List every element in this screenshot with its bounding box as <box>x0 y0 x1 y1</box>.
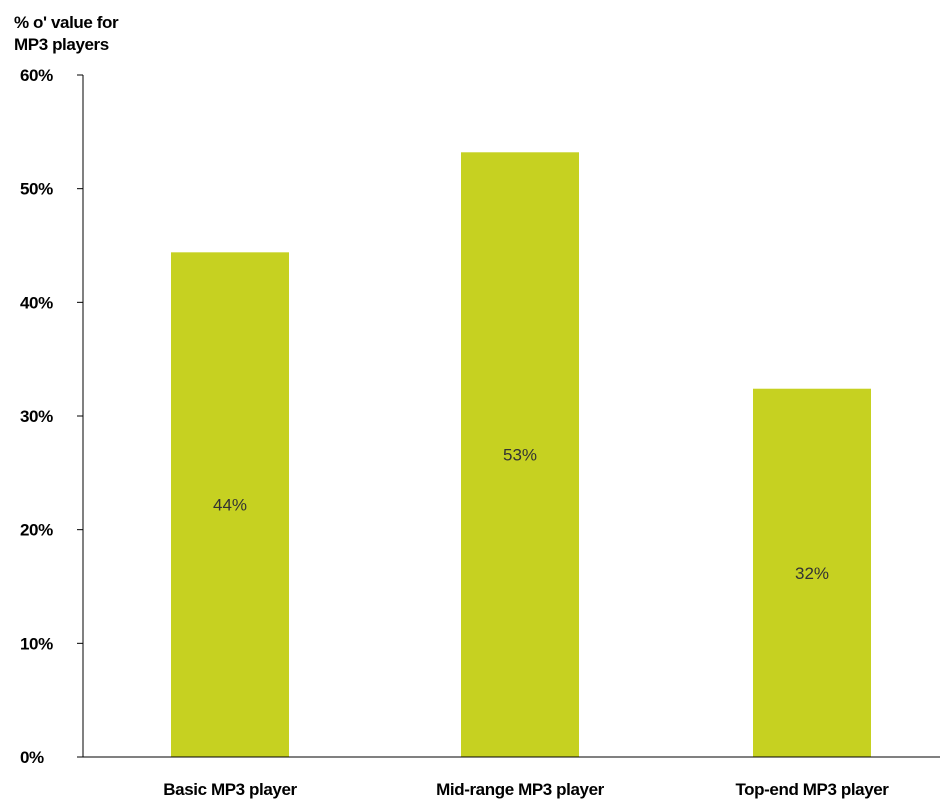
y-tick-label: 10% <box>20 634 53 653</box>
bar <box>753 388 871 757</box>
y-tick-label: 0% <box>20 748 44 767</box>
bar <box>171 252 289 757</box>
bar <box>461 152 579 757</box>
bar-value-label: 53% <box>503 446 537 465</box>
y-axis: 0% 10% 20% 30% 40% 50% 60% <box>20 66 83 767</box>
category-label: Mid-range MP3 player <box>436 780 604 799</box>
category-label: Basic MP3 player <box>163 780 297 799</box>
x-axis: Basic MP3 player Mid-range MP3 player Top-… <box>163 780 889 799</box>
y-tick-label: 40% <box>20 293 53 312</box>
y-axis-title-line-1: % o' value for <box>14 13 119 32</box>
bar-value-label: 32% <box>795 564 829 583</box>
category-label: Top-end MP3 player <box>735 780 889 799</box>
y-tick-label: 20% <box>20 521 53 540</box>
data-labels: 44% 53% 32% <box>213 446 829 583</box>
y-axis-title-line-2: MP3 players <box>14 35 109 54</box>
y-tick-label: 30% <box>20 407 53 426</box>
bar-value-label: 44% <box>213 496 247 515</box>
y-tick-label: 50% <box>20 180 53 199</box>
y-tick-label: 60% <box>20 66 53 85</box>
bars <box>171 152 871 757</box>
